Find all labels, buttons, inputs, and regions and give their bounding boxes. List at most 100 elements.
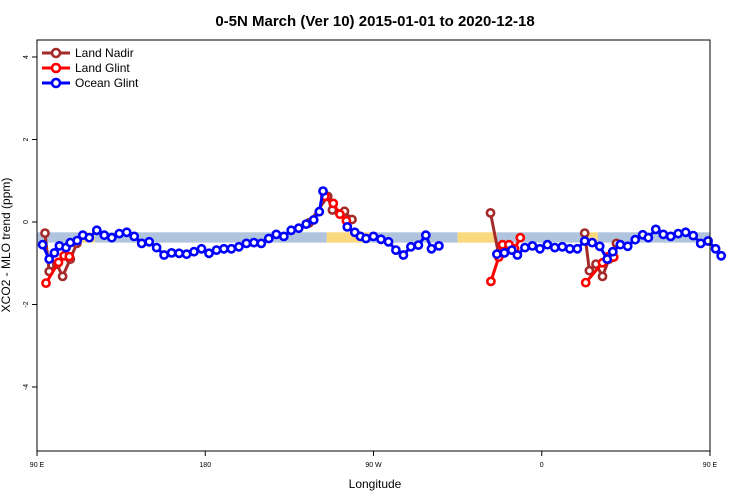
- data-point: [615, 239, 626, 250]
- x-tick-label: 0: [540, 462, 544, 469]
- y-tick-label: -4: [23, 384, 30, 390]
- data-point: [37, 239, 48, 250]
- y-tick-label: 2: [23, 137, 30, 141]
- data-point: [535, 243, 545, 254]
- data-point: [515, 232, 526, 243]
- data-point: [72, 235, 83, 246]
- data-point: [361, 233, 371, 244]
- data-point: [594, 241, 605, 252]
- data-point: [218, 243, 229, 254]
- data-point: [334, 209, 345, 220]
- data-point: [688, 230, 699, 241]
- data-point: [44, 254, 55, 264]
- data-point: [204, 248, 214, 259]
- x-tick-label: 90 W: [365, 462, 382, 469]
- series-3: [342, 221, 727, 264]
- data-point: [520, 242, 530, 253]
- data-point: [650, 224, 661, 235]
- data-point: [159, 250, 169, 260]
- data-point: [383, 236, 394, 247]
- series-line: [41, 190, 325, 261]
- x-axis-label: Longitude: [349, 477, 402, 491]
- data-point: [41, 278, 51, 288]
- data-point: [57, 271, 68, 282]
- band-segment-2: [94, 232, 327, 243]
- data-point: [485, 276, 496, 287]
- data-point: [308, 214, 319, 225]
- data-point: [557, 241, 568, 252]
- data-point: [673, 228, 684, 239]
- data-point: [643, 232, 654, 243]
- data-point: [144, 236, 155, 247]
- data-point: [99, 230, 110, 241]
- y-tick-label: 0: [23, 220, 30, 224]
- data-point: [241, 238, 252, 249]
- data-point: [368, 231, 379, 242]
- data-point: [64, 251, 75, 262]
- data-point: [420, 230, 431, 241]
- y-tick-label: 4: [23, 55, 30, 59]
- data-point: [433, 240, 444, 251]
- band-segment-7: [581, 232, 598, 243]
- legend-marker: [50, 77, 62, 89]
- data-point: [166, 247, 177, 258]
- data-point: [413, 240, 424, 250]
- data-point: [84, 232, 95, 243]
- y-axis: 4 2 0 -2 -4: [23, 55, 37, 390]
- band-segment-3: [326, 232, 370, 243]
- data-point: [506, 245, 517, 255]
- legend-item: Land Glint: [42, 61, 130, 75]
- band-segment-4: [369, 232, 458, 243]
- data-point: [602, 254, 613, 264]
- data-point: [136, 238, 147, 249]
- y-tick-label: -2: [23, 301, 30, 307]
- data-point: [703, 236, 713, 246]
- y-axis-label: XCO2 - MLO trend (ppm): [0, 178, 13, 313]
- data-point: [106, 232, 117, 243]
- data-point: [129, 231, 140, 242]
- data-point: [587, 237, 598, 248]
- data-point: [658, 229, 669, 240]
- data-point: [174, 248, 184, 259]
- band-segment-6: [496, 232, 582, 243]
- x-tick-label: 180: [199, 462, 211, 469]
- data-point: [256, 238, 267, 249]
- data-point: [196, 243, 207, 254]
- chart-title: 0-5N March (Ver 10) 2015-01-01 to 2020-1…: [215, 13, 534, 30]
- legend-label: Land Nadir: [75, 46, 134, 60]
- data-point: [710, 243, 721, 254]
- data-point: [584, 265, 595, 276]
- data-point: [114, 228, 125, 239]
- data-point: [53, 257, 64, 268]
- data-point: [572, 243, 583, 254]
- data-point: [121, 227, 132, 238]
- band-segment-0: [37, 232, 79, 243]
- data-point: [286, 225, 297, 236]
- data-point: [271, 229, 282, 240]
- data-point: [564, 243, 575, 254]
- legend-label: Ocean Glint: [75, 76, 139, 90]
- series-2: [37, 186, 328, 264]
- data-point: [301, 219, 312, 229]
- data-point: [40, 228, 50, 238]
- data-point: [630, 234, 641, 245]
- data-point: [622, 241, 633, 252]
- data-point: [189, 246, 199, 257]
- data-point: [314, 206, 325, 217]
- data-point: [390, 245, 401, 255]
- data-point: [151, 242, 162, 253]
- data-point: [233, 241, 244, 252]
- data-point: [597, 271, 608, 282]
- data-point: [607, 246, 618, 257]
- x-axis: 90 E 180 90 W 0 90 E: [30, 451, 718, 469]
- data-point: [293, 223, 304, 234]
- data-point: [328, 198, 339, 209]
- x-tick-label: 90 E: [30, 462, 45, 469]
- data-point: [485, 207, 496, 218]
- band-segment-5: [457, 232, 497, 243]
- band-segment-8: [597, 232, 710, 243]
- data-point: [579, 228, 590, 238]
- data-point: [226, 243, 237, 254]
- series-layer: [37, 186, 727, 288]
